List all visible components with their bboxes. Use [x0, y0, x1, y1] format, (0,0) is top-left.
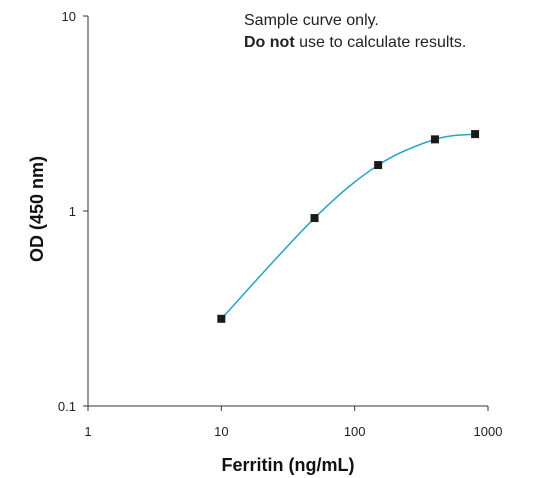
axes: 0.1 1 10 1 10 100 1000: [58, 9, 503, 439]
annotation-rest: use to calculate results.: [295, 34, 467, 51]
x-ticks: 1 10 100 1000: [84, 406, 502, 439]
x-tick-label: 100: [344, 424, 366, 439]
data-point: [217, 314, 226, 323]
y-tick-label: 0.1: [58, 399, 76, 414]
data-point: [310, 214, 319, 223]
annotation-bold: Do not: [244, 34, 295, 51]
data-point: [471, 130, 480, 139]
annotation-line-1: Sample curve only.: [244, 12, 379, 29]
series-layer: [217, 130, 480, 323]
y-tick-label: 10: [62, 9, 76, 24]
data-point: [374, 161, 383, 170]
data-point: [430, 135, 439, 144]
y-axis-title: OD (450 nm): [27, 156, 47, 262]
y-ticks: 0.1 1 10: [58, 9, 88, 414]
x-tick-label: 1: [84, 424, 91, 439]
annotation-line-2: Do not use to calculate results.: [244, 34, 466, 51]
x-tick-label: 1000: [474, 424, 503, 439]
y-tick-label: 1: [69, 204, 76, 219]
x-axis-title: Ferritin (ng/mL): [222, 455, 355, 475]
x-tick-label: 10: [214, 424, 228, 439]
data-markers: [217, 130, 480, 323]
series-line: [220, 133, 476, 320]
